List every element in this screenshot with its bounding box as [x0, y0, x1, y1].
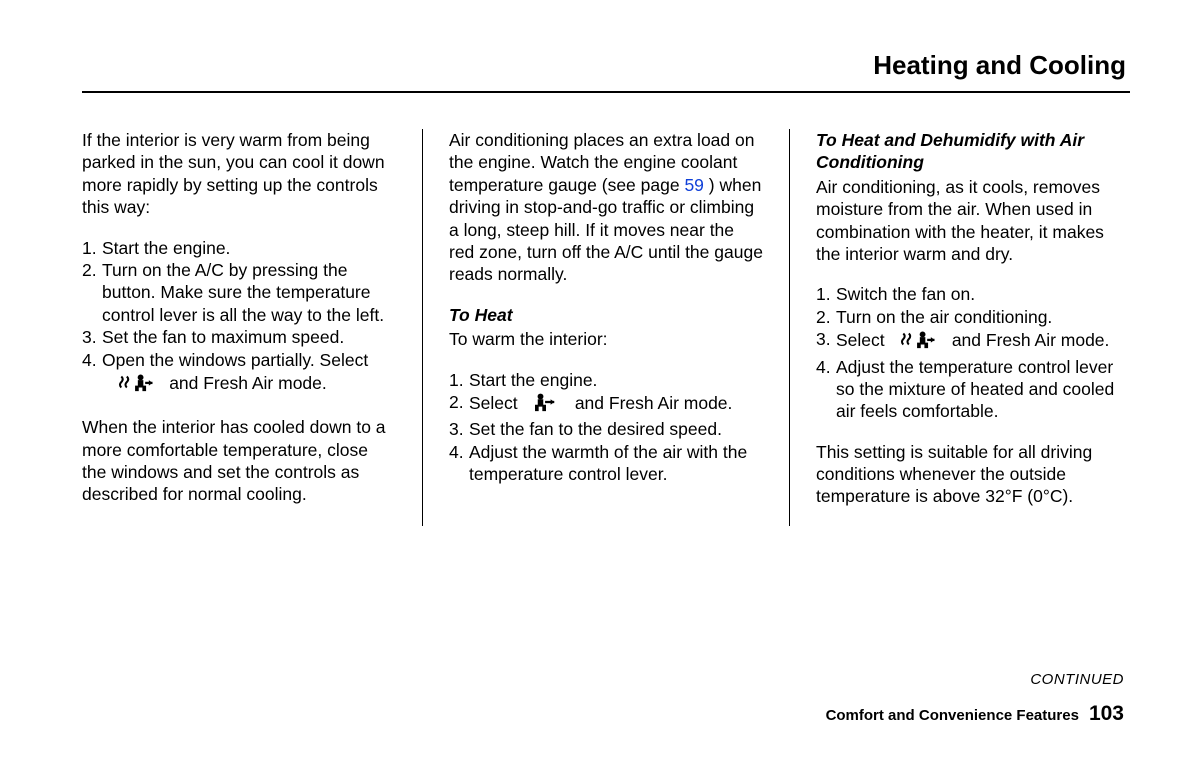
step-text: Start the engine.: [102, 237, 396, 259]
step2-tail: and Fresh Air mode.: [575, 393, 733, 413]
content-columns: If the interior is very warm from being …: [82, 129, 1130, 526]
list-item: 1.Start the engine.: [82, 237, 396, 259]
vent-floor-icon: [532, 391, 560, 418]
step-text: Switch the fan on.: [836, 283, 1130, 305]
list-item: 2.Turn on the A/C by pressing the button…: [82, 259, 396, 326]
step-text: Turn on the air conditioning.: [836, 306, 1130, 328]
list-item: 3.Set the fan to maximum speed.: [82, 326, 396, 348]
list-item: 3.Set the fan to the desired speed.: [449, 418, 763, 440]
continued-label: CONTINUED: [1030, 671, 1124, 688]
list-item: 2.Turn on the air conditioning.: [816, 306, 1130, 328]
col1-outro: When the interior has cooled down to a m…: [82, 416, 396, 506]
step4-tail: and Fresh Air mode.: [169, 373, 327, 393]
footer-section: Comfort and Convenience Features: [826, 707, 1079, 724]
list-item: 1.Switch the fan on.: [816, 283, 1130, 305]
step-text: Set the fan to maximum speed.: [102, 326, 396, 348]
step-text: Select and Fresh Air mode.: [469, 391, 763, 418]
column-2: Air conditioning places an extra load on…: [422, 129, 789, 526]
step-text: Start the engine.: [469, 369, 763, 391]
list-item: 2. Select and Fresh Air mode.: [449, 391, 763, 418]
step3-tail: and Fresh Air mode.: [952, 330, 1110, 350]
page-link-59[interactable]: 59: [684, 175, 703, 195]
vent-floor-defrost-icon: [117, 371, 155, 398]
list-item: 4. Open the windows partially. Select an…: [82, 349, 396, 399]
col3-outro: This setting is suitable for all driving…: [816, 441, 1130, 508]
list-item: 1.Start the engine.: [449, 369, 763, 391]
col2-subhead: To Heat: [449, 304, 763, 326]
vent-floor-defrost-icon: [899, 328, 937, 355]
col1-steps: 1.Start the engine. 2.Turn on the A/C by…: [82, 237, 396, 399]
step3-lead: Select: [836, 330, 885, 350]
step-text: Set the fan to the desired speed.: [469, 418, 763, 440]
step-text: Adjust the warmth of the air with the te…: [469, 441, 763, 486]
page-number: 103: [1089, 702, 1124, 725]
step-text: Adjust the temperature control lever so …: [836, 356, 1130, 423]
list-item: 4.Adjust the warmth of the air with the …: [449, 441, 763, 486]
col2-lead: To warm the interior:: [449, 328, 763, 350]
column-1: If the interior is very warm from being …: [82, 129, 422, 526]
col2-para1: Air conditioning places an extra load on…: [449, 129, 763, 286]
list-item: 3. Select and Fresh Air mode.: [816, 328, 1130, 355]
step2-lead: Select: [469, 393, 518, 413]
col2-steps: 1.Start the engine. 2. Select and Fresh …: [449, 369, 763, 486]
column-3: To Heat and Dehumidify with Air Conditio…: [789, 129, 1130, 526]
step-text: Open the windows partially. Select and F…: [102, 349, 396, 399]
manual-page: Heating and Cooling If the interior is v…: [0, 0, 1200, 766]
col3-para1: Air conditioning, as it cools, removes m…: [816, 176, 1130, 266]
step-text: Turn on the A/C by pressing the button. …: [102, 259, 396, 326]
col1-intro: If the interior is very warm from being …: [82, 129, 396, 219]
step-text: Select and Fresh Air mode.: [836, 328, 1130, 355]
col3-steps: 1.Switch the fan on. 2.Turn on the air c…: [816, 283, 1130, 422]
col3-subhead: To Heat and Dehumidify with Air Conditio…: [816, 129, 1130, 174]
list-item: 4.Adjust the temperature control lever s…: [816, 356, 1130, 423]
step4-lead: Open the windows partially. Select: [102, 350, 368, 370]
title-rule: [82, 91, 1130, 93]
page-title: Heating and Cooling: [82, 50, 1126, 81]
page-footer: Comfort and Convenience Features 103: [826, 702, 1124, 726]
